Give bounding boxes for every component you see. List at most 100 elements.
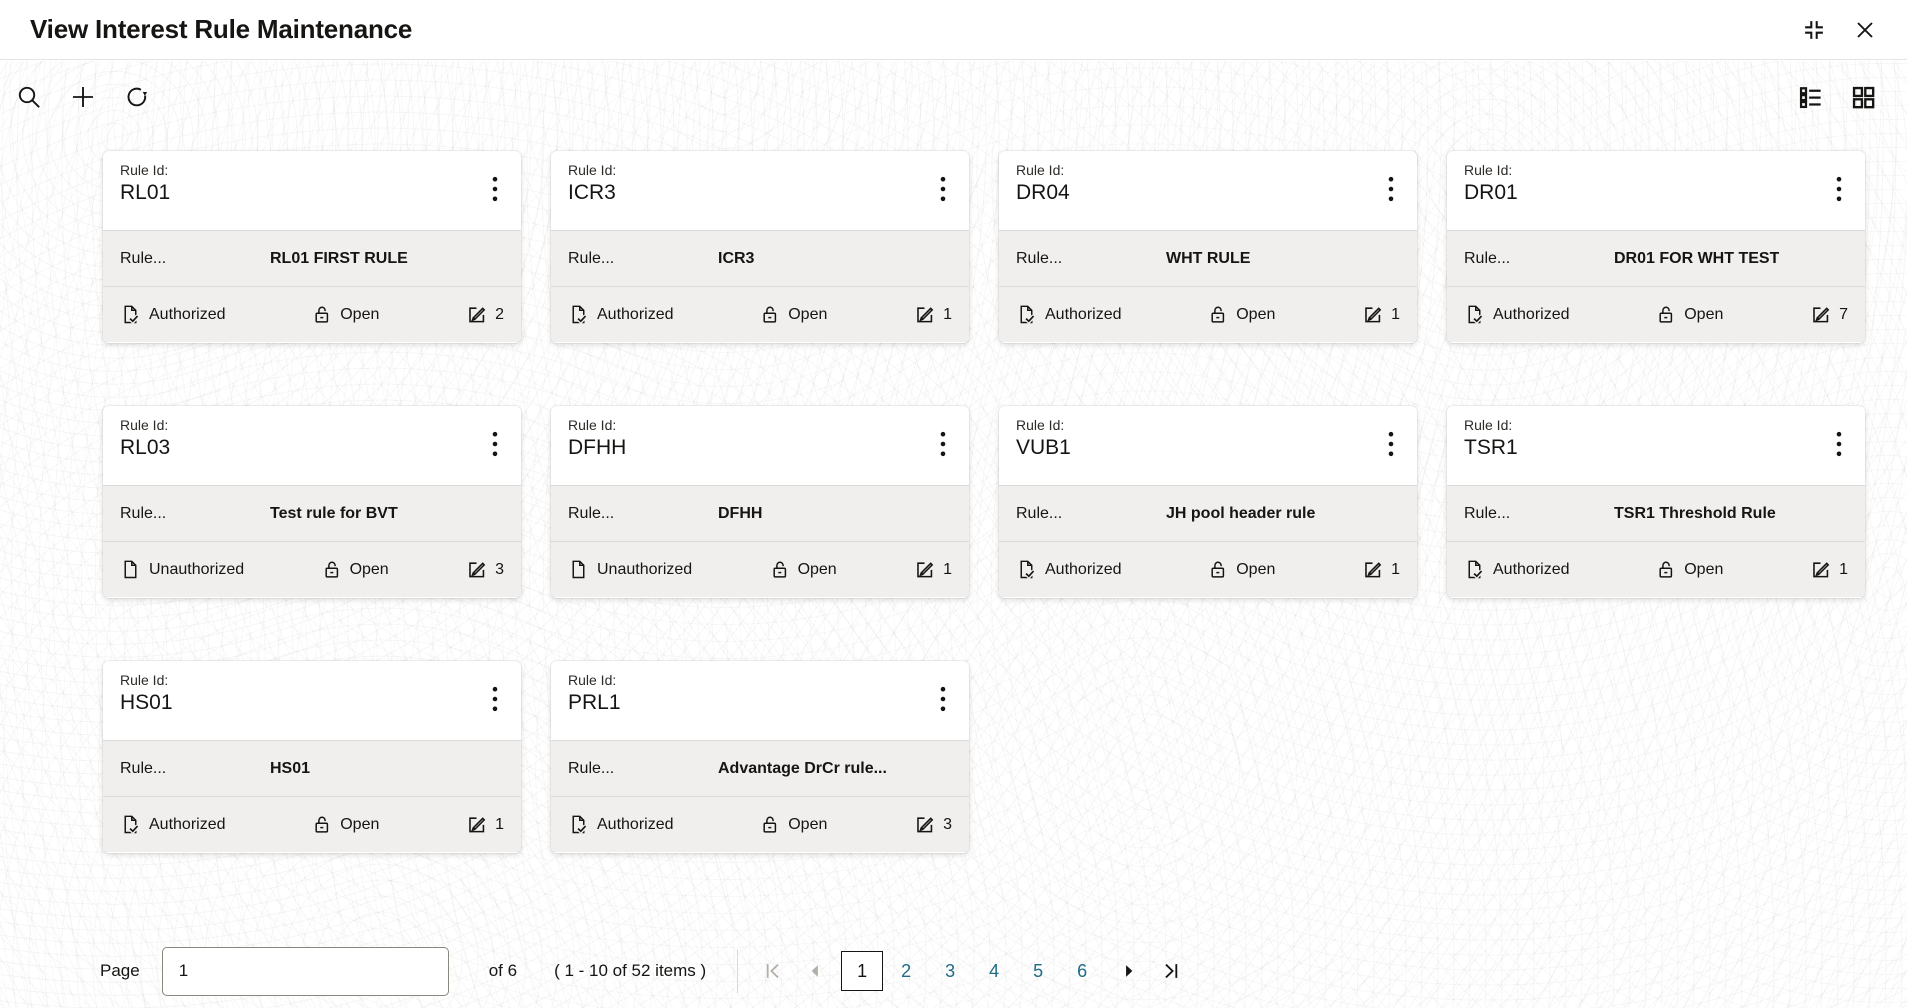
next-page-button[interactable]	[1108, 950, 1150, 992]
authorization-status-text: Authorized	[1045, 560, 1122, 578]
rule-card[interactable]: Rule Id: RL03 Rule... Test rule for BVT	[103, 406, 521, 598]
card-status-row: Authorized Open	[1447, 541, 1865, 597]
card-menu-button[interactable]	[929, 422, 957, 466]
refresh-button[interactable]	[123, 84, 150, 111]
rule-description-label: Rule...	[120, 249, 167, 267]
first-page-button[interactable]	[752, 950, 794, 992]
edit-icon	[917, 562, 934, 578]
page-label: Page	[100, 961, 140, 980]
rule-description-value: RL01 FIRST RULE	[270, 249, 408, 267]
record-status: Open	[760, 304, 827, 325]
page-number-button[interactable]: 2	[885, 951, 927, 991]
last-page-button[interactable]	[1150, 950, 1192, 992]
authorization-status-icon	[1020, 560, 1036, 580]
card-header: Rule Id: ICR3	[551, 151, 969, 230]
record-status-text: Open	[1684, 560, 1724, 578]
rule-id-value: HS01	[120, 691, 173, 714]
authorization-status-icon	[124, 305, 140, 325]
page-input[interactable]	[161, 946, 449, 996]
grid-view-button[interactable]	[1850, 84, 1877, 111]
open-lock-icon	[315, 306, 329, 323]
rule-id-label: Rule Id:	[1016, 417, 1065, 433]
open-lock-icon	[1211, 561, 1225, 578]
last-page-icon	[1165, 963, 1178, 979]
card-menu-button[interactable]	[481, 677, 509, 721]
previous-page-icon	[811, 965, 819, 977]
content-area: Rule Id: RL01 Rule... RL01 FIRST RULE	[0, 61, 1907, 1008]
modification-count-text: 3	[943, 815, 952, 833]
rule-id-label: Rule Id:	[120, 162, 169, 178]
rule-card[interactable]: Rule Id: DR04 Rule... WHT RULE	[999, 151, 1417, 343]
page-number-button[interactable]: 4	[973, 951, 1015, 991]
page-number-button[interactable]: 5	[1017, 951, 1059, 991]
close-button[interactable]	[1853, 18, 1877, 42]
page-number-button[interactable]: 3	[929, 951, 971, 991]
open-lock-icon	[1659, 306, 1673, 323]
rule-card[interactable]: Rule Id: RL01 Rule... RL01 FIRST RULE	[103, 151, 521, 343]
page-number-button[interactable]: 1	[841, 951, 884, 991]
collapse-button[interactable]	[1801, 17, 1827, 43]
authorization-status-icon	[124, 560, 137, 579]
card-header: Rule Id: PRL1	[551, 661, 969, 740]
page-number-button[interactable]: 6	[1061, 951, 1103, 991]
card-menu-button[interactable]	[481, 422, 509, 466]
rule-card[interactable]: Rule Id: VUB1 Rule... JH pool header rul…	[999, 406, 1417, 598]
authorization-status: Unauthorized	[568, 559, 692, 580]
modification-count: 7	[1810, 304, 1848, 325]
card-menu-button[interactable]	[1825, 422, 1853, 466]
rule-description-row: Rule... WHT RULE	[999, 230, 1417, 286]
authorization-status-icon	[572, 305, 588, 325]
rule-card[interactable]: Rule Id: DFHH Rule... DFHH	[551, 406, 969, 598]
toolbar	[0, 61, 1907, 133]
open-lock-icon	[315, 816, 329, 833]
rule-description-label: Rule...	[568, 759, 615, 777]
list-view-button[interactable]	[1797, 84, 1824, 111]
next-page-icon	[1126, 965, 1133, 977]
open-lock-icon	[763, 306, 777, 323]
modification-count: 3	[466, 559, 504, 580]
rule-id-label: Rule Id:	[568, 672, 617, 688]
previous-page-button[interactable]	[794, 950, 836, 992]
card-menu-button[interactable]	[929, 677, 957, 721]
record-status-text: Open	[349, 560, 389, 578]
record-status: Open	[1656, 304, 1723, 325]
search-button[interactable]	[16, 84, 43, 111]
rule-card[interactable]: Rule Id: HS01 Rule... HS01	[103, 661, 521, 853]
authorization-status-icon	[572, 815, 588, 835]
modification-count-text: 1	[495, 815, 504, 833]
rule-id-label: Rule Id:	[120, 417, 169, 433]
rule-description-label: Rule...	[120, 504, 167, 522]
record-status: Open	[1208, 559, 1275, 580]
card-menu-button[interactable]	[1377, 167, 1405, 211]
rule-id-label: Rule Id:	[1464, 417, 1513, 433]
card-menu-button[interactable]	[481, 167, 509, 211]
rule-description-row: Rule... JH pool header rule	[999, 485, 1417, 541]
rule-description-row: Rule... RL01 FIRST RULE	[103, 230, 521, 286]
record-status-text: Open	[788, 815, 828, 833]
authorization-status: Unauthorized	[120, 559, 244, 580]
card-menu-button[interactable]	[1377, 422, 1405, 466]
rule-card[interactable]: Rule Id: PRL1 Rule... Advantage DrCr rul…	[551, 661, 969, 853]
edit-icon	[1813, 562, 1830, 578]
grid-view-icon	[1852, 86, 1875, 108]
card-menu-button[interactable]	[1825, 167, 1853, 211]
rule-description-label: Rule...	[120, 759, 167, 777]
kebab-icon	[1836, 176, 1842, 202]
add-button[interactable]	[69, 83, 97, 111]
card-header: Rule Id: DR01	[1447, 151, 1865, 230]
rule-id-value: TSR1	[1464, 436, 1518, 459]
rule-card[interactable]: Rule Id: ICR3 Rule... ICR3	[551, 151, 969, 343]
rule-card[interactable]: Rule Id: DR01 Rule... DR01 FOR WHT TEST	[1447, 151, 1865, 343]
rule-id-label: Rule Id:	[120, 672, 169, 688]
card-status-row: Unauthorized Open	[551, 541, 969, 597]
modification-count-text: 1	[943, 560, 952, 578]
record-status: Open	[770, 559, 837, 580]
rule-description-row: Rule... DR01 FOR WHT TEST	[1447, 230, 1865, 286]
authorization-status: Authorized	[1464, 559, 1570, 580]
rule-card[interactable]: Rule Id: TSR1 Rule... TSR1 Threshold Rul…	[1447, 406, 1865, 598]
rule-id-label: Rule Id:	[1464, 162, 1513, 178]
authorization-status-text: Authorized	[597, 305, 674, 323]
card-menu-button[interactable]	[929, 167, 957, 211]
list-view-icon	[1799, 86, 1821, 108]
edit-icon	[469, 307, 486, 323]
